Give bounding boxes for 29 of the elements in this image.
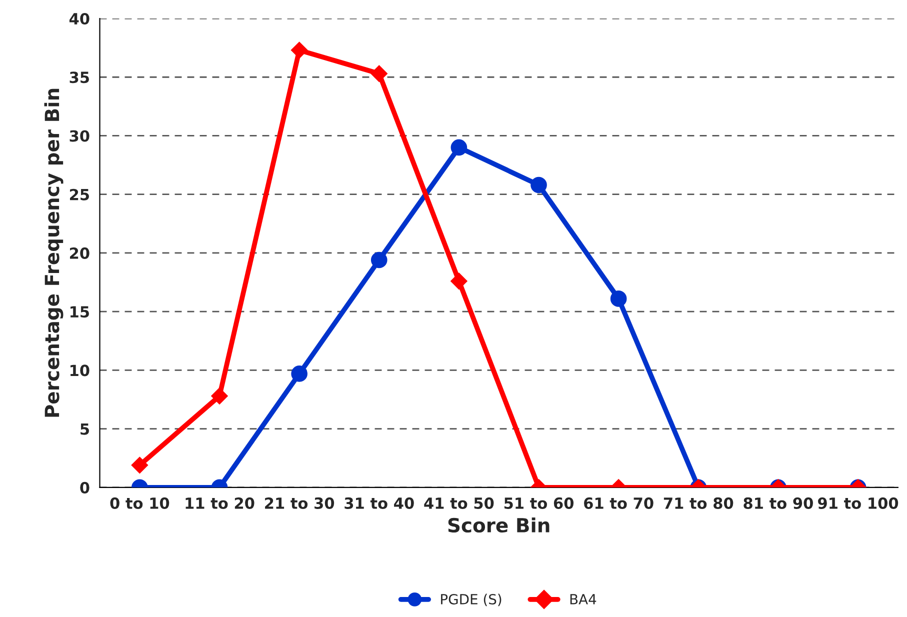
y-tick-label: 10	[70, 364, 90, 376]
x-tick-label: 71 to 80	[664, 497, 734, 509]
x-tick-label: 31 to 40	[344, 497, 414, 509]
y-tick-label: 25	[70, 188, 89, 200]
x-tick-label: 41 to 50	[424, 497, 494, 509]
y-axis-title: Percentage Frequency per Bin	[44, 88, 64, 417]
y-tick-label: 40	[69, 12, 90, 25]
point	[530, 176, 547, 194]
x-tick-label: 0 to 10	[110, 497, 170, 509]
x-tick-label: 21 to 30	[265, 497, 334, 509]
y-tick-label: 30	[70, 130, 90, 142]
x-tick-label: 81 to 90	[744, 497, 813, 509]
legend-label: PGDE (S)	[441, 594, 502, 606]
y-tick-label: 5	[80, 423, 89, 435]
point	[450, 272, 468, 290]
x-tick-label: 11 to 20	[186, 497, 254, 509]
x-tick-label: 61 to 70	[584, 497, 654, 509]
y-tick-label: 0	[80, 482, 90, 494]
y-tick-label: 35	[70, 72, 89, 84]
y-tick-label: 15	[70, 306, 89, 318]
point	[450, 139, 468, 156]
legend-label: BA4	[570, 594, 596, 604]
point	[370, 252, 388, 268]
y-tick-label: 20	[70, 247, 90, 259]
point	[290, 42, 308, 59]
point	[370, 65, 388, 82]
x-tick-label: 91 to 100	[818, 497, 898, 509]
x-axis-title: Score Bin	[448, 517, 550, 533]
x-tick-label: 51 to 60	[504, 497, 574, 509]
